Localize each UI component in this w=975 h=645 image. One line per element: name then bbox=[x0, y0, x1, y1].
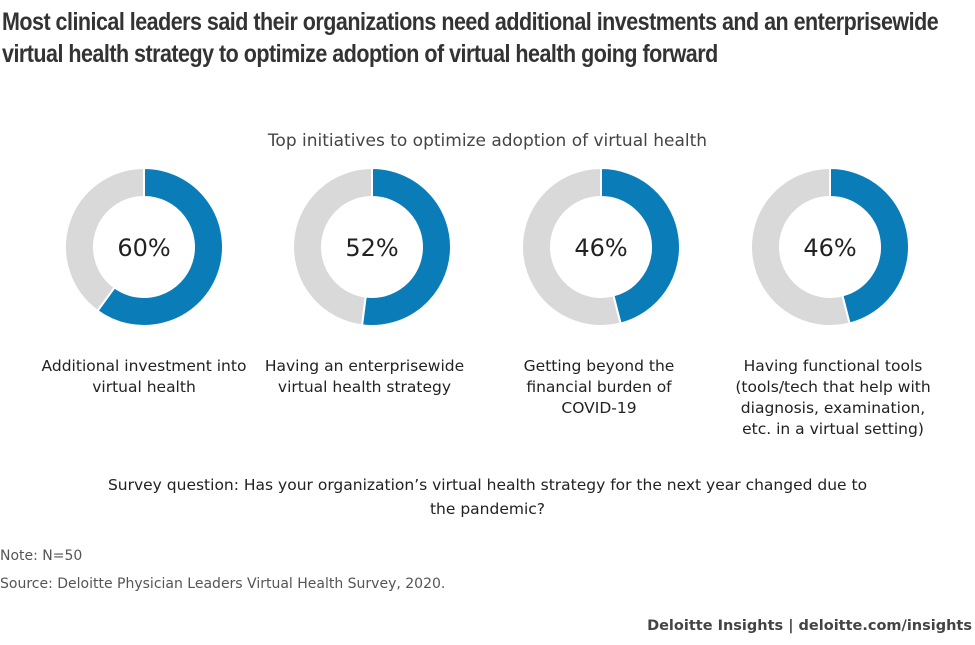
donut-3: 46% bbox=[521, 166, 681, 327]
chart-subtitle: Top initiatives to optimize adoption of … bbox=[267, 131, 708, 151]
donut-label-1: Additional investment into virtual healt… bbox=[41, 357, 247, 396]
donut-remainder-segment bbox=[292, 166, 373, 327]
donut-value-segment bbox=[600, 166, 681, 325]
donut-4: 46% bbox=[750, 166, 910, 327]
donut-remainder-segment bbox=[521, 166, 622, 327]
donut-value-label: 60% bbox=[117, 234, 170, 262]
donut-remainder-segment bbox=[64, 166, 145, 313]
donut-value-segment bbox=[360, 166, 452, 327]
donut-value-label: 46% bbox=[574, 234, 627, 262]
donut-label-2: Having an enterprisewide virtual health … bbox=[264, 357, 465, 396]
donut-value-segment bbox=[829, 166, 910, 325]
note: Note: N=50 bbox=[0, 548, 83, 564]
chart-title: Most clinical leaders said their organiz… bbox=[2, 8, 939, 68]
donut-value-segment bbox=[96, 166, 224, 327]
donut-2: 52% bbox=[292, 166, 452, 327]
donut-value-label: 46% bbox=[803, 234, 856, 262]
footer-credit: Deloitte Insights | deloitte.com/insight… bbox=[647, 618, 972, 634]
donut-label-3: Getting beyond the financial burden of C… bbox=[523, 357, 675, 417]
source: Source: Deloitte Physician Leaders Virtu… bbox=[0, 576, 446, 592]
donut-label-4: Having functional tools (tools/tech that… bbox=[735, 357, 931, 438]
donut-remainder-segment bbox=[750, 166, 851, 327]
donut-value-label: 52% bbox=[345, 234, 398, 262]
survey-question: Survey question: Has your organization’s… bbox=[107, 476, 868, 518]
donut-1: 60% bbox=[64, 166, 224, 327]
